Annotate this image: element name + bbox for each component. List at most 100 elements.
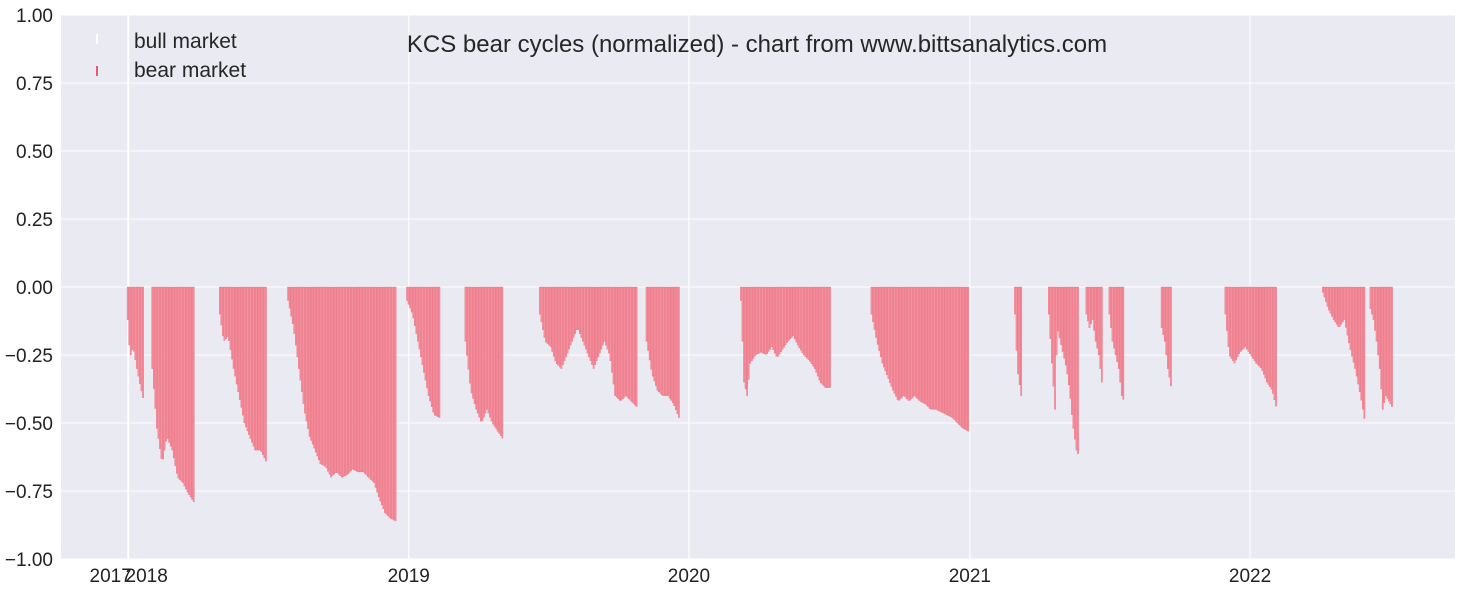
bear-bar: [371, 286, 374, 482]
bear-bar: [939, 286, 942, 412]
bear-bar: [1383, 286, 1386, 403]
bear-cycle: [1085, 286, 1103, 383]
bear-bar: [542, 286, 544, 330]
bear-bar: [1246, 286, 1248, 350]
bear-bar: [1266, 286, 1268, 383]
bear-bar: [234, 286, 236, 377]
bear-bar: [609, 286, 612, 361]
bear-bar: [1262, 286, 1265, 375]
bear-bar: [265, 286, 267, 462]
bear-bar: [157, 286, 160, 439]
bear-bar: [305, 286, 308, 422]
bear-bar: [645, 286, 648, 342]
bear-bar: [1264, 286, 1267, 379]
bear-bar: [945, 286, 948, 415]
bear-bar: [1101, 286, 1103, 383]
bear-bar: [1369, 286, 1372, 309]
bear-bar: [563, 286, 566, 361]
bear-bar: [129, 286, 132, 356]
bear-bar: [341, 286, 343, 478]
bear-bar: [804, 286, 807, 357]
bear-bar: [1111, 286, 1114, 342]
bear-bar: [1385, 286, 1387, 396]
bear-bar: [249, 286, 252, 439]
bear-bar: [359, 286, 362, 473]
bear-bar: [232, 286, 235, 369]
legend-item-bull-market: bull market: [96, 30, 237, 53]
bear-bar: [1093, 286, 1095, 331]
bear-bar: [407, 286, 410, 305]
bear-bar: [1072, 286, 1075, 429]
bear-bar: [772, 286, 775, 351]
bear-bar: [1351, 286, 1353, 357]
bear-bar: [168, 286, 170, 443]
bear-bar: [1055, 286, 1058, 356]
bear-bar: [287, 286, 289, 301]
bear-bar: [1085, 286, 1088, 315]
bear-bar: [622, 286, 624, 400]
bear-bar: [1017, 286, 1019, 375]
bear-bar: [1375, 286, 1378, 342]
bear-bar: [566, 286, 569, 354]
bear-bar: [927, 286, 930, 408]
bear-bar: [790, 286, 793, 338]
bear-bar: [889, 286, 891, 383]
bear-bar: [559, 286, 561, 368]
bear-bar: [915, 286, 917, 398]
bear-bar: [307, 286, 309, 429]
bear-bar: [136, 286, 138, 369]
bear-bar: [1252, 286, 1254, 359]
bear-bar: [1363, 286, 1366, 419]
bear-bar: [1058, 286, 1061, 339]
bear-bar: [947, 286, 950, 416]
bear-bar: [126, 286, 129, 320]
bear-bar: [1110, 286, 1112, 328]
bear-bar: [933, 286, 936, 410]
bear-bar: [1075, 286, 1078, 451]
bear-cycle: [219, 286, 267, 462]
bear-bar: [958, 286, 960, 425]
bear-bar: [499, 286, 502, 436]
bear-bar: [1020, 286, 1023, 396]
bear-bar: [361, 286, 363, 473]
bear-bar: [438, 286, 441, 418]
bear-bar: [238, 286, 241, 400]
bear-bar: [302, 286, 305, 404]
bear-bar: [1113, 286, 1115, 349]
bear-bar: [746, 286, 748, 396]
bear-bar: [435, 286, 438, 417]
y-tick-label: −0.25: [5, 346, 53, 367]
bear-bar: [569, 286, 572, 346]
bear-bar: [884, 286, 887, 372]
bear-bar: [1372, 286, 1375, 320]
bear-bar: [1391, 286, 1393, 407]
bear-bar: [879, 286, 882, 358]
bear-bar: [662, 286, 665, 396]
bear-bar: [1361, 286, 1364, 410]
bear-bar: [942, 286, 945, 414]
bear-bar: [595, 286, 598, 361]
bear-bar: [744, 286, 747, 390]
bear-bar: [740, 286, 742, 301]
bear-bar: [373, 286, 375, 483]
bear-bar: [944, 286, 947, 415]
bear-bar: [878, 286, 881, 351]
bear-bar: [1018, 286, 1021, 386]
x-tick-label: 2021: [949, 566, 991, 587]
bear-bar: [243, 286, 246, 424]
bear-bar: [223, 286, 226, 341]
bear-bar: [824, 286, 827, 388]
bear-bar: [668, 286, 671, 399]
bear-bar: [478, 286, 481, 418]
bear-bar: [365, 286, 368, 476]
bear-bar: [1162, 286, 1165, 335]
bear-bar: [469, 286, 471, 384]
bear-cycle: [1224, 286, 1277, 407]
bear-bar: [777, 286, 779, 357]
bear-bar: [938, 286, 940, 412]
bear-bar: [761, 286, 764, 354]
bear-bar: [387, 286, 389, 516]
bear-bar: [899, 286, 902, 400]
bear-bar: [769, 286, 772, 350]
bear-bar: [752, 286, 755, 359]
